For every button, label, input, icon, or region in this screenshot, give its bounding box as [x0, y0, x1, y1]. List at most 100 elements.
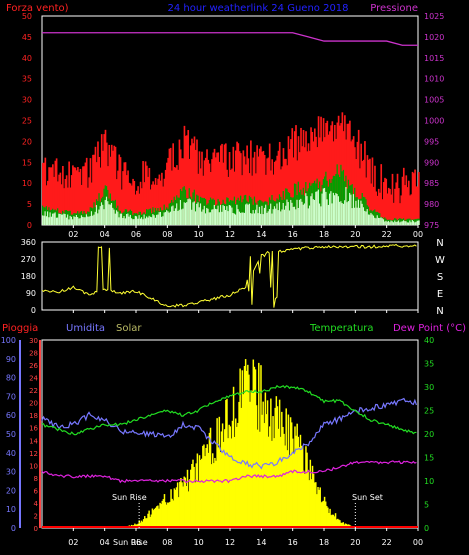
wind-speed-bar	[381, 218, 384, 225]
wind-speed-bar	[197, 202, 200, 225]
humidity-tick-label: 40	[6, 449, 16, 458]
wind-speed-bar	[92, 215, 94, 225]
wind-gust-bar	[113, 145, 116, 225]
wind-gust-bar	[275, 160, 277, 225]
wind-gust-bar	[183, 125, 186, 225]
solar-bar	[327, 507, 329, 528]
wind-gust-bar	[366, 155, 369, 225]
solar-bar	[187, 491, 190, 528]
solar-bar	[152, 510, 155, 528]
wind-speed-bar	[357, 199, 360, 225]
solar-bar	[143, 516, 146, 528]
wind-gust-bar	[143, 182, 146, 225]
wind-speed-bar	[85, 214, 88, 225]
rain-tick-label: 22	[29, 387, 38, 395]
wind-gust-bar	[241, 175, 243, 225]
wind-gust-bar	[176, 165, 178, 225]
rain-tick-label: 14	[29, 437, 38, 445]
pressure-tick-label: 995	[424, 137, 439, 146]
wind-gust-bar	[349, 120, 351, 225]
wind-gust-bar	[63, 188, 65, 225]
wind-speed-bar	[79, 218, 82, 225]
wind-speed-bar	[88, 216, 91, 225]
wind-speed-bar	[206, 207, 208, 225]
wind-gust-bar	[356, 141, 359, 225]
wind-speed-bar	[128, 216, 131, 225]
wind-gust-bar	[62, 165, 64, 225]
wind-speed-bar	[315, 191, 317, 225]
humidity-tick-label: 60	[6, 411, 16, 420]
wind-speed-bar	[342, 203, 345, 225]
x-tick-label: 20	[350, 538, 360, 547]
x-tick-label: 22	[382, 538, 392, 547]
wind-gust-bar	[321, 141, 324, 225]
wind-gust-bar	[402, 167, 405, 225]
wind-speed-bar	[377, 217, 380, 225]
temperature-tick-label: 40	[424, 336, 434, 345]
wind-speed-bar	[182, 208, 185, 225]
solar-bar	[227, 438, 229, 528]
solar-bar	[298, 447, 301, 528]
wind-speed-bar	[179, 200, 182, 225]
wind-speed-bar	[271, 213, 274, 225]
wind-gust-bar	[78, 172, 80, 225]
wind-avg-bar	[295, 183, 297, 225]
wind-speed-bar	[334, 195, 336, 225]
solar-bar	[315, 482, 317, 528]
solar-bar	[282, 426, 284, 528]
wind-speed-bar	[221, 211, 223, 225]
wind-speed-bar	[184, 202, 187, 225]
wind-speed-bar	[72, 219, 74, 225]
wind-gust-bar	[212, 152, 215, 225]
solar-bar	[309, 459, 312, 528]
solar-bar	[224, 429, 226, 528]
wind-avg-bar	[260, 200, 262, 225]
x-tick-label: 16	[288, 538, 298, 547]
solar-bar	[251, 390, 253, 528]
wind-gust-bar	[260, 146, 262, 225]
humidity-tick-label: 70	[6, 392, 16, 401]
wind-gust-bar	[382, 182, 385, 225]
wind-speed-bar	[48, 217, 50, 225]
wind-gust-bar	[201, 151, 203, 225]
pressure-tick-label: 975	[424, 221, 439, 230]
wind-gust-bar	[73, 167, 75, 225]
wind-speed-bar	[295, 209, 297, 225]
wind-speed-bar	[203, 205, 206, 225]
wind-speed-bar	[183, 202, 186, 225]
wind-gust-bar	[288, 149, 291, 225]
wind-avg-bar	[406, 218, 409, 225]
wind-gust-bar	[198, 151, 201, 225]
wind-gust-bar	[223, 144, 226, 225]
solar-bar	[306, 452, 308, 528]
wind-gust-bar	[222, 162, 225, 225]
wind-gust-bar	[69, 187, 72, 225]
solar-bar	[149, 516, 151, 528]
wind-gust-bar	[178, 139, 181, 225]
wind-speed-bar	[222, 205, 225, 225]
wind-speed-bar	[231, 207, 233, 225]
wind-gust-bar	[276, 155, 279, 225]
wind-speed-bar	[350, 194, 352, 225]
wind-speed-bar	[379, 218, 381, 225]
wind-speed-bar	[168, 212, 171, 225]
rain-tick-label: 10	[29, 462, 38, 470]
wind-gust-bar	[214, 157, 217, 225]
wind-avg-bar	[57, 208, 59, 225]
wind-speed-bar	[89, 216, 92, 225]
wind-speed-bar	[130, 218, 133, 225]
wind-gust-bar	[127, 170, 129, 225]
solar-bar	[248, 374, 250, 528]
wind-gust-bar	[390, 194, 393, 225]
pressure-tick-label: 990	[424, 158, 439, 167]
solar-bar	[215, 460, 217, 528]
solar-bar	[243, 366, 246, 528]
wind-speed-bar	[123, 216, 126, 225]
rain-tick-label: 6	[34, 487, 39, 495]
wind-speed-bar	[230, 205, 232, 225]
wind-speed-bar	[137, 218, 139, 225]
solar-bar	[281, 411, 283, 528]
wind-speed-bar	[100, 202, 103, 225]
x-tick-label: 22	[382, 230, 392, 239]
